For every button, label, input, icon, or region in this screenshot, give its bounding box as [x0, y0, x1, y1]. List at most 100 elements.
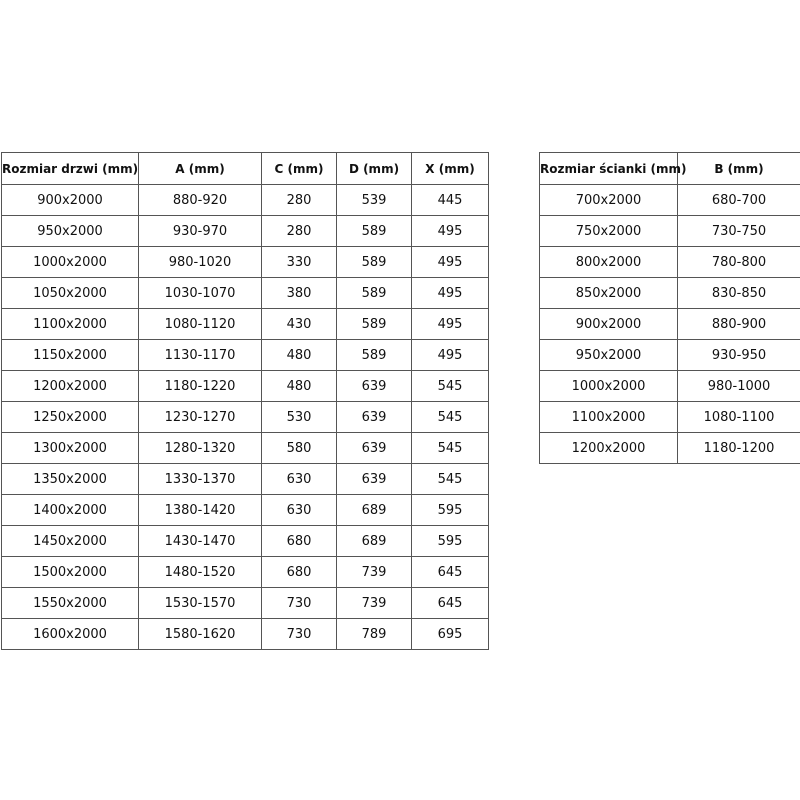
- table-cell: 1150x2000: [1, 339, 139, 371]
- table-cell: 280: [261, 215, 337, 247]
- table-row: 1400x2000 1380-1420 630 689 595: [1, 494, 489, 526]
- table-cell: 1430-1470: [138, 525, 262, 557]
- table-cell: 830-850: [677, 277, 800, 309]
- table-cell: 1280-1320: [138, 432, 262, 464]
- table-cell: 1000x2000: [539, 370, 678, 402]
- table-row: 1450x2000 1430-1470 680 689 595: [1, 525, 489, 557]
- table-row: 950x2000 930-970 280 589 495: [1, 215, 489, 247]
- table-cell: 330: [261, 246, 337, 278]
- column-header: A (mm): [138, 152, 262, 185]
- table-cell: 1180-1220: [138, 370, 262, 402]
- table-cell: 1080-1120: [138, 308, 262, 340]
- table-row: 700x2000 680-700: [539, 184, 800, 216]
- table-row: 900x2000 880-900: [539, 308, 800, 340]
- table-row: 1100x2000 1080-1120 430 589 495: [1, 308, 489, 340]
- table-cell: 645: [411, 556, 489, 588]
- table-cell: 1200x2000: [539, 432, 678, 464]
- table-row: 900x2000 880-920 280 539 445: [1, 184, 489, 216]
- table-cell: 1030-1070: [138, 277, 262, 309]
- table-cell: 900x2000: [539, 308, 678, 340]
- table-cell: 700x2000: [539, 184, 678, 216]
- table-cell: 545: [411, 432, 489, 464]
- table-cell: 430: [261, 308, 337, 340]
- table-cell: 1250x2000: [1, 401, 139, 433]
- table-cell: 1580-1620: [138, 618, 262, 650]
- table-cell: 980-1020: [138, 246, 262, 278]
- table-cell: 880-900: [677, 308, 800, 340]
- table-cell: 495: [411, 215, 489, 247]
- table-row: 1500x2000 1480-1520 680 739 645: [1, 556, 489, 588]
- table-cell: 730: [261, 587, 337, 619]
- table-row: 1100x2000 1080-1100: [539, 401, 800, 433]
- table-cell: 789: [336, 618, 412, 650]
- table-cell: 1230-1270: [138, 401, 262, 433]
- table-cell: 1050x2000: [1, 277, 139, 309]
- table-cell: 730-750: [677, 215, 800, 247]
- column-header: C (mm): [261, 152, 337, 185]
- table-cell: 380: [261, 277, 337, 309]
- column-header: Rozmiar drzwi (mm): [1, 152, 139, 185]
- table-cell: 880-920: [138, 184, 262, 216]
- table-cell: 980-1000: [677, 370, 800, 402]
- table-cell: 495: [411, 246, 489, 278]
- table-cell: 1530-1570: [138, 587, 262, 619]
- table-cell: 1180-1200: [677, 432, 800, 464]
- table-cell: 589: [336, 277, 412, 309]
- table-cell: 739: [336, 587, 412, 619]
- table-row: 1200x2000 1180-1220 480 639 545: [1, 370, 489, 402]
- table-cell: 639: [336, 401, 412, 433]
- table-cell: 1350x2000: [1, 463, 139, 495]
- table-cell: 445: [411, 184, 489, 216]
- table-cell: 495: [411, 277, 489, 309]
- column-header: B (mm): [677, 152, 800, 185]
- table-header-row: Rozmiar drzwi (mm) A (mm) C (mm) D (mm) X (m…: [1, 152, 489, 185]
- table-row: 1000x2000 980-1000: [539, 370, 800, 402]
- table-cell: 639: [336, 432, 412, 464]
- table-cell: 480: [261, 370, 337, 402]
- table-header-row: Rozmiar ścianki (mm) B (mm): [539, 152, 800, 185]
- table-cell: 595: [411, 494, 489, 526]
- table-cell: 589: [336, 215, 412, 247]
- table-cell: 589: [336, 308, 412, 340]
- table-cell: 1400x2000: [1, 494, 139, 526]
- table-cell: 1550x2000: [1, 587, 139, 619]
- table-cell: 595: [411, 525, 489, 557]
- door-size-table: Rozmiar drzwi (mm) A (mm) C (mm) D (mm) X (m…: [1, 152, 489, 650]
- table-cell: 930-970: [138, 215, 262, 247]
- table-cell: 695: [411, 618, 489, 650]
- column-header: Rozmiar ścianki (mm): [539, 152, 687, 185]
- table-cell: 1100x2000: [539, 401, 678, 433]
- table-cell: 645: [411, 587, 489, 619]
- table-row: 1050x2000 1030-1070 380 589 495: [1, 277, 489, 309]
- table-cell: 495: [411, 308, 489, 340]
- table-cell: 950x2000: [1, 215, 139, 247]
- table-cell: 930-950: [677, 339, 800, 371]
- table-cell: 689: [336, 494, 412, 526]
- table-row: 1550x2000 1530-1570 730 739 645: [1, 587, 489, 619]
- table-cell: 739: [336, 556, 412, 588]
- table-cell: 1600x2000: [1, 618, 139, 650]
- table-row: 800x2000 780-800: [539, 246, 800, 278]
- table-cell: 950x2000: [539, 339, 678, 371]
- table-row: 1200x2000 1180-1200: [539, 432, 800, 464]
- table-cell: 589: [336, 246, 412, 278]
- table-cell: 680: [261, 525, 337, 557]
- table-row: 1000x2000 980-1020 330 589 495: [1, 246, 489, 278]
- table-cell: 639: [336, 463, 412, 495]
- table-row: 1250x2000 1230-1270 530 639 545: [1, 401, 489, 433]
- column-header: X (mm): [411, 152, 489, 185]
- table-cell: 1000x2000: [1, 246, 139, 278]
- table-row: 1300x2000 1280-1320 580 639 545: [1, 432, 489, 464]
- table-cell: 850x2000: [539, 277, 678, 309]
- table-cell: 639: [336, 370, 412, 402]
- table-cell: 545: [411, 463, 489, 495]
- table-cell: 589: [336, 339, 412, 371]
- table-cell: 1450x2000: [1, 525, 139, 557]
- table-cell: 539: [336, 184, 412, 216]
- table-cell: 780-800: [677, 246, 800, 278]
- table-cell: 530: [261, 401, 337, 433]
- table-cell: 680-700: [677, 184, 800, 216]
- table-row: 1150x2000 1130-1170 480 589 495: [1, 339, 489, 371]
- table-cell: 545: [411, 401, 489, 433]
- table-cell: 495: [411, 339, 489, 371]
